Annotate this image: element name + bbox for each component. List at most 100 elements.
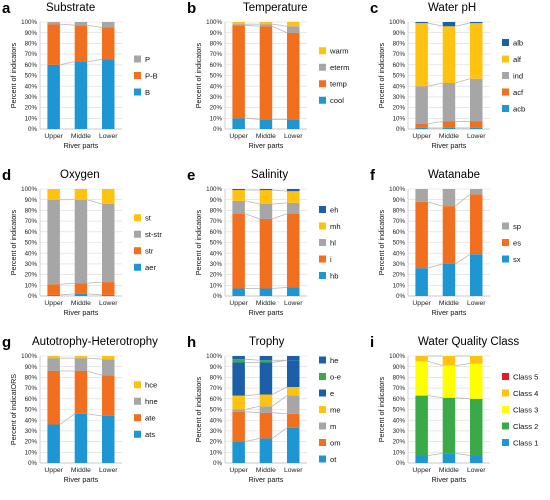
y-tick-label: 70% — [25, 385, 38, 392]
y-axis-label: Percent of indicators — [194, 209, 203, 275]
series-connector — [87, 357, 103, 360]
x-tick-label: Lower — [467, 467, 486, 474]
y-tick-label: 100% — [206, 353, 222, 360]
series-connector — [427, 22, 443, 27]
y-tick-label: 40% — [393, 417, 406, 424]
panel-letter: d — [2, 167, 12, 184]
y-tick-label: 90% — [210, 30, 223, 37]
bar-segment-class-1 — [415, 455, 428, 463]
legend-label: alf — [513, 55, 522, 64]
y-axis-label: Percent of indicators — [194, 42, 203, 108]
series-connector — [271, 427, 288, 439]
bar-segment-sp — [415, 189, 428, 202]
chart-panel-b: b Temperature 0% 10% 20% 30% 40% 50% 60% 70% 80% 90… — [185, 0, 365, 165]
y-tick-label: 10% — [210, 115, 223, 122]
legend-swatch — [319, 222, 326, 230]
x-tick-label: Middle — [71, 133, 91, 140]
bar-segment-str — [102, 282, 115, 295]
series-connector — [427, 82, 443, 87]
y-tick-label: 70% — [210, 51, 223, 58]
legend-swatch — [319, 96, 326, 104]
chart-svg: 0% 10% 20% 30% 40% 50% 60% 70% 80% 90% 100% Upper Mi… — [377, 186, 521, 317]
bar-segment-ate — [102, 375, 115, 416]
legend-label: P — [145, 55, 150, 64]
series-connector — [455, 397, 471, 400]
series-connector — [59, 282, 75, 285]
bar-segment-hne — [102, 359, 115, 376]
legend-swatch — [319, 373, 326, 380]
legend-swatch — [319, 272, 326, 279]
bar-segment-hl — [259, 203, 273, 219]
panel-letter: i — [370, 334, 375, 351]
bar-segment-p-b — [74, 25, 88, 62]
legend-label: mh — [330, 222, 341, 231]
series-connector — [272, 287, 288, 289]
y-tick-label: 50% — [25, 73, 38, 80]
bar-segment-ot — [232, 441, 245, 463]
legend-label: i — [330, 255, 332, 264]
legend-swatch — [319, 255, 326, 263]
y-tick-label: 90% — [25, 30, 38, 37]
y-axis-label: Percent of indicators — [377, 376, 386, 442]
bar-segment-acb — [415, 127, 428, 129]
bar-segment-class-4 — [442, 356, 456, 366]
x-tick-label: Lower — [99, 467, 118, 474]
legend-swatch — [319, 356, 326, 364]
bar-segment-e — [259, 362, 273, 395]
legend-swatch — [134, 230, 141, 238]
series-connector — [455, 22, 471, 27]
legend-label: Class 4 — [513, 389, 538, 398]
legend-swatch — [319, 422, 326, 430]
y-tick-label: 20% — [210, 272, 223, 279]
series-connector — [272, 189, 288, 192]
legend-label: acb — [513, 104, 525, 113]
y-tick-label: 10% — [393, 282, 406, 289]
series-connector — [244, 117, 260, 120]
series-connector — [272, 202, 288, 205]
legend-swatch — [319, 439, 326, 446]
legend-swatch — [319, 239, 326, 246]
series-connector — [427, 121, 443, 125]
bar-segment-st — [74, 189, 88, 200]
y-tick-label: 80% — [393, 375, 406, 382]
panel-letter: b — [187, 0, 197, 17]
legend-label: Class 1 — [513, 438, 538, 447]
x-tick-label: Lower — [467, 300, 486, 307]
bar-segment-me — [259, 394, 273, 407]
bar-segment-warm — [232, 22, 245, 25]
y-tick-label: 40% — [25, 83, 38, 90]
y-tick-label: 60% — [25, 396, 38, 403]
y-tick-label: 90% — [210, 364, 223, 371]
chart-panel-g: g Autotrophy-Heterotrophy 0% 10% 20% 30% 40% 50… — [0, 334, 180, 499]
bar-segment-str — [47, 284, 60, 295]
y-tick-label: 60% — [393, 62, 406, 69]
bar-segment-hl — [232, 200, 245, 214]
bar-segment-i — [287, 213, 300, 288]
bar-segment-he — [287, 356, 300, 361]
y-tick-label: 60% — [25, 229, 38, 236]
bar-segment-class-2 — [442, 397, 456, 454]
x-tick-label: Upper — [412, 133, 431, 140]
legend-label: ot — [330, 455, 337, 464]
y-tick-label: 30% — [393, 428, 406, 435]
y-tick-label: 100% — [21, 186, 37, 193]
y-tick-label: 100% — [21, 19, 37, 26]
legend-swatch — [502, 55, 509, 63]
bar-segment-i — [232, 213, 245, 289]
y-tick-label: 40% — [210, 250, 223, 257]
x-tick-label: Upper — [229, 133, 248, 140]
y-axis-label: Percent of indicators — [9, 42, 18, 108]
y-tick-label: 90% — [393, 197, 406, 204]
legend-swatch — [319, 389, 326, 397]
y-tick-label: 20% — [25, 105, 38, 112]
x-tick-label: Lower — [284, 133, 303, 140]
legend-swatch — [134, 88, 141, 96]
legend-label: es — [513, 238, 521, 247]
series-connector — [244, 24, 260, 27]
bar-segment-class-3 — [470, 363, 483, 399]
y-tick-label: 40% — [25, 417, 38, 424]
y-axis-label: Percent of indicators — [377, 209, 386, 275]
legend-swatch — [502, 72, 509, 79]
chart-svg: 0% 10% 20% 30% 40% 50% 60% 70% 80% 90% 100% Upper Mi… — [377, 19, 525, 150]
legend-label: o-e — [330, 372, 341, 381]
